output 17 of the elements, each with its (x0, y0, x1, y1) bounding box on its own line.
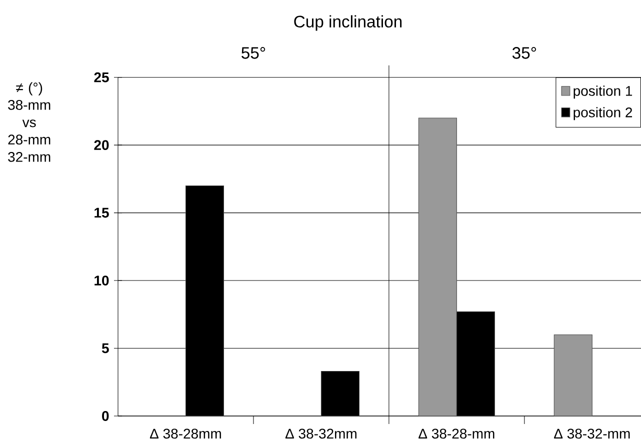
y-tick-label: 5 (102, 343, 109, 354)
bar (554, 334, 592, 416)
x-tick-label: Δ 38-32-mm (554, 428, 630, 439)
y-axis-title: ≠ (°) 38-mm vs 28-mm 32-mm (8, 82, 50, 162)
legend-label: position 1 (574, 86, 632, 99)
y-tick-label: 0 (102, 411, 109, 421)
y-tick-label: 20 (94, 140, 109, 150)
y-tick-label: 15 (94, 208, 109, 218)
x-tick-label: Δ 38-28mm (150, 428, 221, 439)
legend-label: position 2 (574, 107, 632, 120)
x-tick-label: Δ 38-32mm (285, 428, 356, 439)
chart-title: Cup inclination (294, 15, 402, 31)
y-tick-label: 25 (94, 72, 109, 82)
text: 55° (242, 47, 266, 59)
text: 35° (512, 47, 536, 59)
x-tick-label: Δ 38-28-mm (418, 428, 494, 439)
y-tick-label: 10 (94, 276, 109, 286)
